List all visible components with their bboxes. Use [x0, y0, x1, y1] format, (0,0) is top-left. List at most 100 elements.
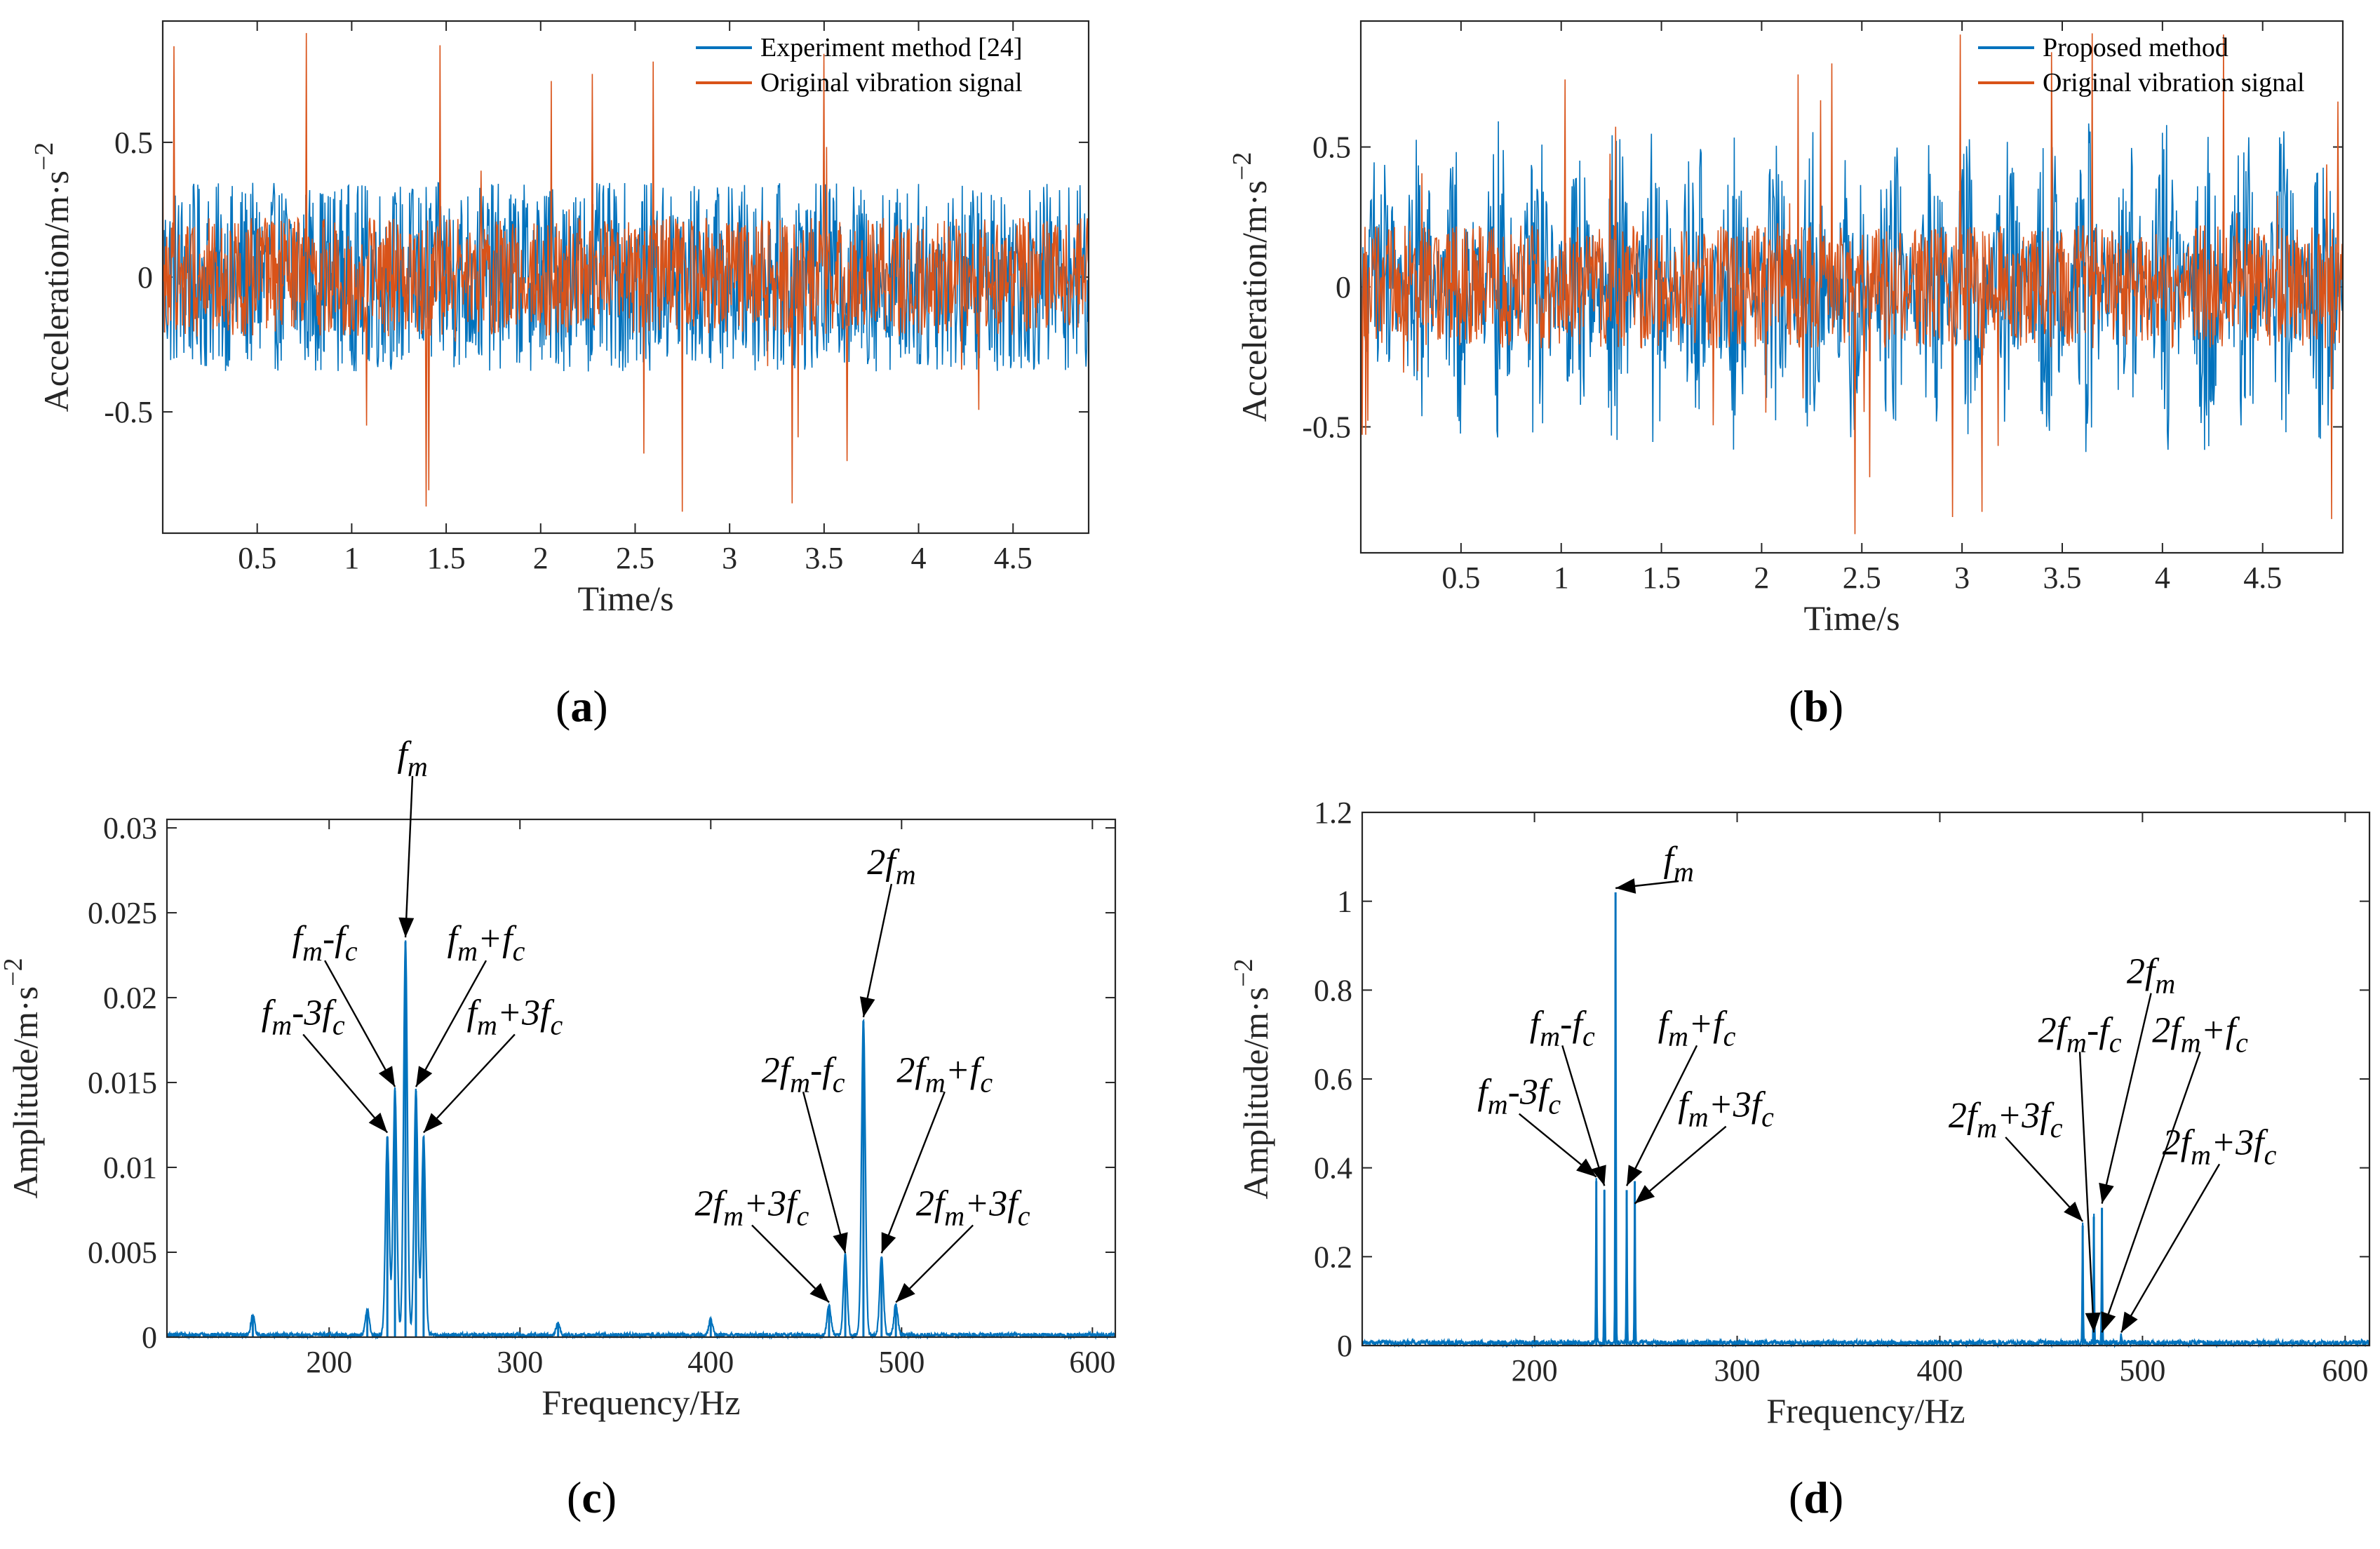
- x-tick-label: 4.5: [2243, 561, 2282, 595]
- x-tick-label: 3.5: [805, 541, 843, 575]
- annotation-arrowhead: [809, 1282, 829, 1303]
- annotation-arrow: [2101, 1051, 2201, 1333]
- x-tick-label: 2: [533, 541, 549, 575]
- y-axis-label: Amplitude/m·s−2: [0, 958, 45, 1198]
- y-tick-label: -0.5: [1302, 410, 1351, 444]
- x-tick-label: 0.5: [238, 541, 276, 575]
- annotation-arrowhead: [416, 1066, 433, 1087]
- annotation-arrowhead: [1576, 1158, 1596, 1177]
- annotation-arrowhead: [378, 1066, 396, 1087]
- annotation-label: 2fm-fc: [2038, 1010, 2122, 1058]
- y-tick-label: 0: [137, 260, 153, 295]
- annotation-arrowhead: [2099, 1182, 2114, 1204]
- annotation-arrowhead: [398, 917, 415, 938]
- x-axis-label: Frequency/Hz: [1766, 1391, 1965, 1430]
- y-axis-label: Amplitude/m·s−2: [1229, 958, 1275, 1199]
- annotation-arrowhead: [1615, 878, 1636, 894]
- x-tick-label: 1: [1554, 561, 1569, 595]
- annotation: 2fm+3fc: [2120, 1122, 2277, 1333]
- chart-d: 200 300 400 500 600 0 0.2 0.4 0.6 0.8 1 1.2 Frequenc…: [1229, 796, 2371, 1430]
- x-tick-label: 200: [306, 1345, 352, 1379]
- annotation: fm+fc: [1625, 1004, 1736, 1186]
- spectrum-line: [166, 940, 1117, 1341]
- x-tick-label: 0.5: [1441, 561, 1480, 595]
- annotation-arrowhead: [423, 1113, 443, 1133]
- annotation-arrow: [423, 1033, 516, 1134]
- legend-entry: Original vibration signal: [760, 68, 1023, 98]
- annotation-arrowhead: [1627, 1165, 1643, 1186]
- annotation-arrowhead: [1634, 1185, 1655, 1204]
- legend-entry: Original vibration signal: [2043, 68, 2305, 98]
- annotation-label: fm+fc: [448, 919, 525, 967]
- y-tick-label: 1: [1337, 885, 1352, 919]
- annotation-label: 2fm+3fc: [2163, 1122, 2277, 1170]
- x-tick-label: 4.5: [994, 541, 1033, 575]
- annotation-label: 2fm: [867, 843, 915, 890]
- legend-entry: Experiment method [24]: [760, 33, 1023, 62]
- series-line-1: [1360, 33, 2344, 535]
- annotation-arrow: [2101, 993, 2152, 1204]
- axes-frame: [1361, 811, 2371, 1347]
- x-tick-label: 600: [1069, 1345, 1115, 1379]
- x-axis-label: Time/s: [1803, 598, 1900, 638]
- panel-label-d: (d): [1789, 1473, 1844, 1522]
- x-axis-label: Time/s: [577, 579, 673, 618]
- annotation-arrowhead: [2101, 1311, 2116, 1333]
- x-tick-label: 4: [2155, 561, 2170, 595]
- legend: Proposed method Original vibration signal: [1978, 33, 2305, 98]
- x-tick-label: 4: [911, 541, 927, 575]
- x-tick-label: 300: [1714, 1353, 1761, 1388]
- x-tick-label: 1: [344, 541, 359, 575]
- annotation-arrow: [1625, 1045, 1698, 1186]
- plot-area: [1362, 812, 2369, 1346]
- x-tick-label: 200: [1512, 1353, 1558, 1388]
- panel-label-b: (b): [1789, 681, 1844, 731]
- y-tick-label: 0.4: [1314, 1151, 1352, 1186]
- annotation-arrowhead: [368, 1113, 388, 1133]
- x-tick-label: 3: [722, 541, 737, 575]
- axes-frame: [161, 20, 1090, 535]
- y-tick-label: 0.03: [103, 811, 157, 845]
- annotation-arrowhead: [2085, 1312, 2101, 1333]
- x-tick-label: 1.5: [1642, 561, 1681, 595]
- y-tick-label: 0.025: [88, 896, 157, 930]
- annotation-arrow: [862, 883, 893, 1018]
- x-tick-label: 600: [2322, 1353, 2368, 1388]
- y-axis-label: Acceleration/m·s−2: [1228, 152, 1274, 422]
- y-tick-label: -0.5: [104, 395, 153, 429]
- annotation-label: fm+fc: [1658, 1004, 1736, 1052]
- x-tick-label: 3: [1954, 561, 1970, 595]
- y-tick-label: 0.6: [1314, 1062, 1352, 1097]
- x-tick-label: 400: [687, 1345, 734, 1379]
- y-axis-label: Acceleration/m·s−2: [29, 142, 76, 413]
- annotation-arrow: [1561, 1045, 1606, 1186]
- legend-entry: Proposed method: [2043, 33, 2228, 62]
- annotation-arrowhead: [859, 996, 875, 1017]
- legend: Experiment method [24] Original vibration…: [696, 33, 1023, 98]
- annotation-arrow: [802, 1091, 847, 1254]
- x-tick-label: 500: [878, 1345, 925, 1379]
- annotation: fm+fc: [415, 919, 525, 1087]
- series-line-1: [162, 33, 1089, 512]
- y-tick-label: 1.2: [1314, 796, 1352, 830]
- panel-label-a: (a): [556, 681, 608, 731]
- annotation-arrow: [2120, 1163, 2221, 1333]
- annotation-arrow: [2078, 1052, 2095, 1333]
- chart-c: 200 300 400 500 600 0 0.005 0.01 0.015 0.02 0.025 0…: [0, 735, 1117, 1422]
- y-tick-label: 0.8: [1314, 973, 1352, 1007]
- annotation-arrow: [324, 960, 396, 1087]
- y-tick-label: 0: [1336, 270, 1351, 304]
- annotation-arrow: [1634, 1125, 1727, 1205]
- x-tick-label: 3.5: [2043, 561, 2082, 595]
- annotation: 2fm-fc: [2038, 1010, 2122, 1333]
- x-tick-label: 300: [497, 1345, 543, 1379]
- axes-frame: [1359, 20, 2344, 554]
- panel-label-c: (c): [567, 1473, 617, 1522]
- y-tick-label: 0.5: [114, 126, 153, 160]
- x-tick-label: 2.5: [616, 541, 654, 575]
- y-tick-label: 0.02: [103, 981, 157, 1015]
- x-tick-label: 1.5: [427, 541, 466, 575]
- annotation-arrowhead: [2064, 1201, 2083, 1221]
- annotation-arrowhead: [881, 1232, 896, 1254]
